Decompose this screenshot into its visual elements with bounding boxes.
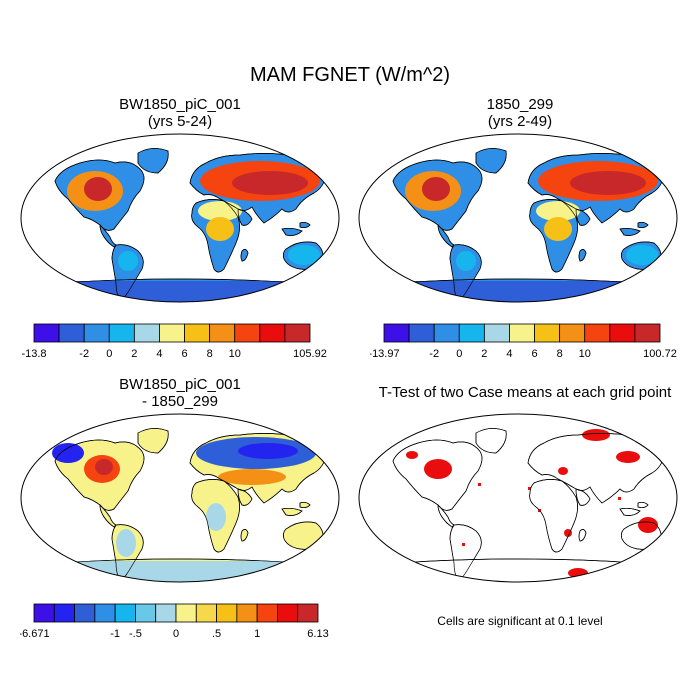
colorbar-1-box [209,323,236,343]
colorbar-2-label: 100.72 [643,348,677,360]
colorbar-1-box [284,323,311,343]
colorbar-1-box [133,323,160,343]
colorbar-2-box [584,323,611,343]
colorbar-1-label: 0 [106,348,112,360]
colorbar-3-box [74,603,96,623]
colorbar-panel-3: -6.671 -1 -.5 0 .5 1 6.13 [20,603,329,640]
panel-2-title-line1: 1850_299 [486,96,554,113]
colorbar-3-box [33,603,55,623]
colorbar-3-label: 1 [254,628,260,640]
colorbar-3-box [256,603,278,623]
colorbar-2-label: -13.97 [370,348,400,360]
colorbar-3-box [277,603,299,623]
colorbar-3-box [114,603,136,623]
colorbar-2-box [534,323,561,343]
colorbar-3-label: -6.671 [20,628,50,640]
colorbar-2-label: 10 [579,348,591,360]
colorbar-3-box [297,603,319,623]
colorbar-panel-2: -13.97 -2 0 2 4 6 8 10 100.72 [370,323,677,360]
panel-2-title: 1850_299 (yrs 2-49) [400,96,640,130]
colorbar-3-box [195,603,217,623]
panel-1-map [20,133,340,303]
colorbar-3-box [155,603,177,623]
colorbar-2-label: 6 [531,348,537,360]
colorbar-1-box [58,323,85,343]
colorbar-3-label: 6.13 [307,628,328,640]
colorbar-1-box [33,323,60,343]
colorbar-2-box [634,323,661,343]
colorbar-1-box [259,323,286,343]
colorbar-2-box [433,323,460,343]
colorbar-3-box [53,603,75,623]
colorbar-3-box [94,603,116,623]
panel-1-title-line2: (yrs 5-24) [147,113,213,130]
colorbar-3-box [175,603,197,623]
colorbar-2-label: 2 [481,348,487,360]
colorbar-2-box [559,323,586,343]
colorbar-2-label: 4 [506,348,512,360]
colorbar-1-label: 4 [156,348,162,360]
panel-2-map [358,133,678,303]
colorbar-1-label: 2 [131,348,137,360]
colorbar-1-label: 6 [181,348,187,360]
colorbar-2-label: -2 [429,348,439,360]
figure-title: MAM FGNET (W/m^2) [249,64,451,86]
colorbar-panel-1: -13.8 -2 0 2 4 6 8 10 105.92 [21,323,327,360]
colorbar-2-box [408,323,435,343]
colorbar-2-box [483,323,510,343]
colorbar-3-label: .5 [212,628,221,640]
colorbar-1-label: 105.92 [293,348,327,360]
panel-3-title-line2: - 1850_299 [142,393,218,410]
significance-note: Cells are significant at 0.1 level [437,614,603,628]
colorbar-3-label: -.5 [129,628,142,640]
colorbar-2-box [458,323,485,343]
panel-3-title: BW1850_piC_001 - 1850_299 [60,376,300,410]
colorbar-1-label: -2 [79,348,89,360]
colorbar-2-box [609,323,636,343]
colorbar-2-label: 8 [557,348,563,360]
colorbar-2-box [509,323,535,343]
panel-2-title-line2: (yrs 2-49) [487,113,553,130]
panel-1-title-line1: BW1850_piC_001 [119,96,241,113]
colorbar-3-box [216,603,238,623]
colorbar-1-label: 8 [207,348,213,360]
colorbar-1-box [184,323,211,343]
colorbar-2-label: 0 [456,348,462,360]
colorbar-1-label: -13.8 [21,348,46,360]
panel-4-title: T-Test of two Case means at each grid po… [378,384,672,401]
colorbar-1-box [159,323,185,343]
panel-1-title: BW1850_piC_001 (yrs 5-24) [60,96,300,130]
panel-3-map [20,413,340,583]
colorbar-1-label: 10 [229,348,241,360]
colorbar-1-box [83,323,110,343]
panel-4-map [358,413,678,583]
colorbar-2-box [383,323,410,343]
colorbar-1-box [234,323,261,343]
colorbar-3-box [236,603,258,623]
colorbar-3-label: 0 [173,628,179,640]
panel-3-title-line1: BW1850_piC_001 [119,376,241,393]
colorbar-3-label: -1 [110,628,120,640]
colorbar-3-box [135,603,157,623]
colorbar-1-box [108,323,135,343]
